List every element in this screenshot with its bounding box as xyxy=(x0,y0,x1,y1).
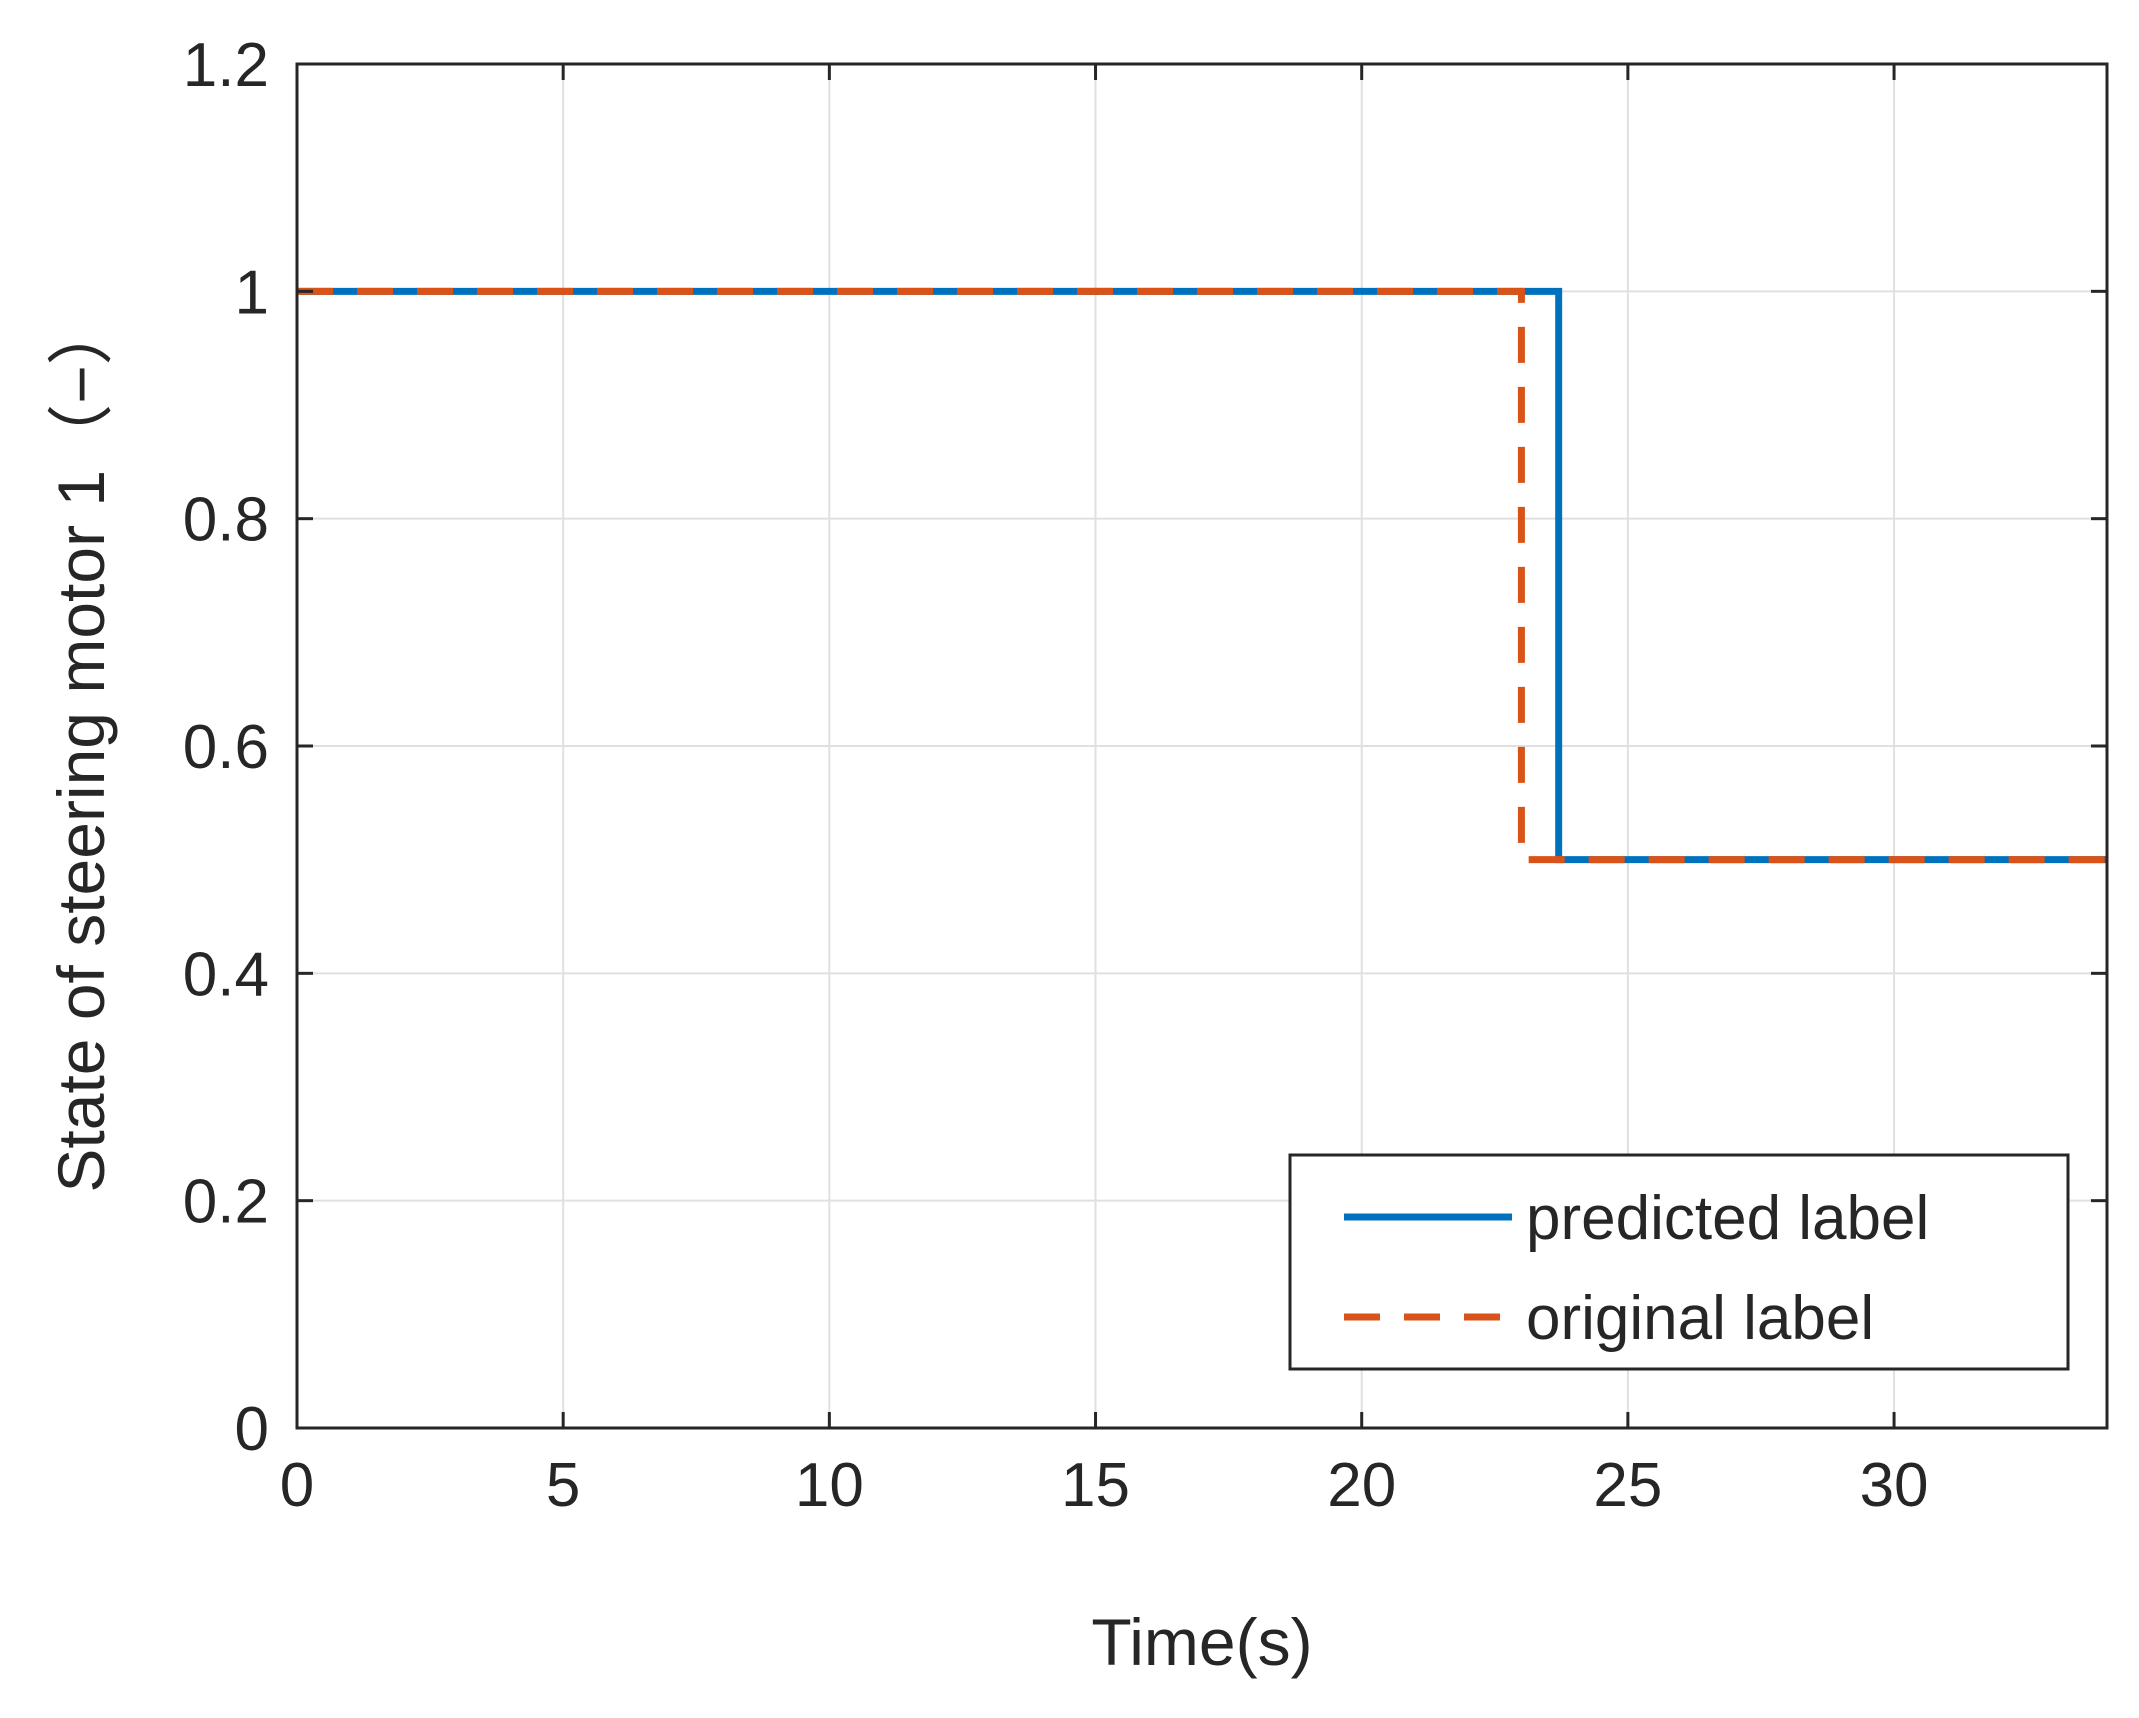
x-axis-label: Time(s) xyxy=(1091,1605,1312,1679)
x-tick-label: 30 xyxy=(1860,1451,1929,1520)
legend: predicted label original label xyxy=(1288,1153,2070,1371)
x-tick-label: 5 xyxy=(546,1451,580,1520)
y-tick-label: 1 xyxy=(235,258,269,327)
x-tick-label: 0 xyxy=(280,1451,314,1520)
ticks xyxy=(295,62,2107,1430)
series-layer xyxy=(297,287,2107,864)
x-tick-label: 10 xyxy=(795,1451,864,1520)
series-line-original xyxy=(297,287,2107,864)
y-tick-label: 1.2 xyxy=(183,31,269,100)
y-tick-label: 0 xyxy=(235,1395,269,1464)
tick-labels: 0 5 10 15 20 25 30 0 0.2 0.4 0.6 0.8 1 1.2 xyxy=(183,31,1929,1520)
x-tick-label: 15 xyxy=(1061,1451,1130,1520)
y-tick-label: 0.6 xyxy=(183,713,269,782)
x-tick-label: 25 xyxy=(1593,1451,1662,1520)
y-tick-label: 0.4 xyxy=(183,940,269,1009)
legend-label-original: original label xyxy=(1526,1284,1874,1353)
legend-label-predicted: predicted label xyxy=(1526,1184,1929,1253)
legend-box xyxy=(1288,1153,2070,1371)
y-tick-label: 0.2 xyxy=(183,1168,269,1237)
y-tick-label: 0.8 xyxy=(183,486,269,555)
y-axis-label: State of steering motor 1（−） xyxy=(44,299,118,1192)
x-tick-label: 20 xyxy=(1327,1451,1396,1520)
